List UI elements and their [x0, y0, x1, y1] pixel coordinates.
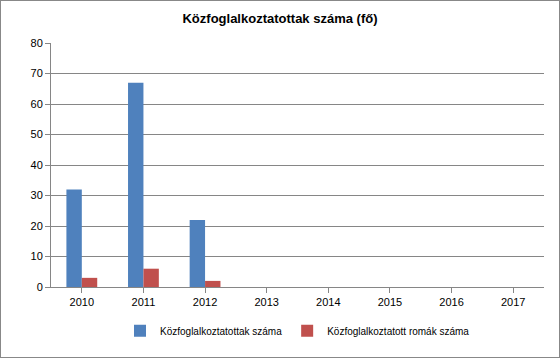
svg-text:2016: 2016	[439, 296, 463, 308]
svg-text:2017: 2017	[501, 296, 525, 308]
svg-text:2011: 2011	[132, 296, 156, 308]
svg-text:10: 10	[31, 250, 43, 262]
svg-text:Közfoglalkoztatott romák száma: Közfoglalkoztatott romák száma	[327, 326, 469, 337]
svg-text:50: 50	[31, 128, 43, 140]
svg-text:Közfoglalkoztatottak száma (fő: Közfoglalkoztatottak száma (fő)	[182, 11, 377, 26]
svg-text:20: 20	[31, 220, 43, 232]
svg-text:70: 70	[31, 67, 43, 79]
svg-text:2010: 2010	[70, 296, 94, 308]
svg-text:2015: 2015	[378, 296, 402, 308]
svg-text:2012: 2012	[193, 296, 217, 308]
svg-text:0: 0	[37, 281, 43, 293]
svg-text:30: 30	[31, 189, 43, 201]
svg-text:2014: 2014	[316, 296, 340, 308]
svg-text:60: 60	[31, 98, 43, 110]
svg-text:Közfoglalkoztatottak száma: Közfoglalkoztatottak száma	[160, 326, 282, 337]
svg-text:2013: 2013	[254, 296, 278, 308]
svg-text:80: 80	[31, 37, 43, 49]
svg-text:40: 40	[31, 159, 43, 171]
